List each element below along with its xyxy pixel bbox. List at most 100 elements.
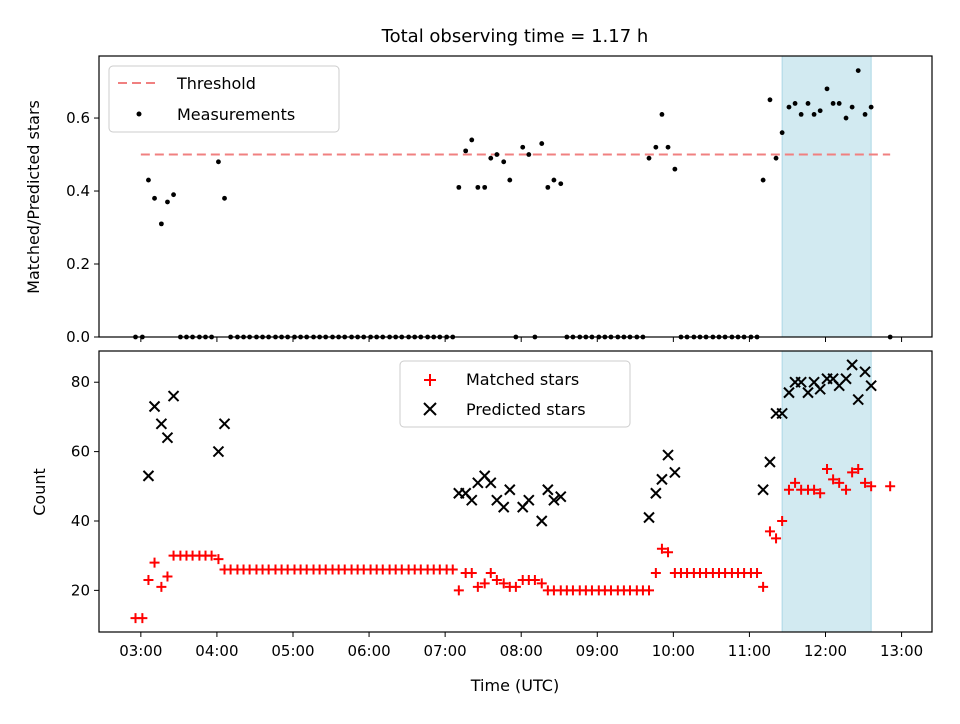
measurement-point [539, 141, 545, 146]
measurement-point [520, 144, 526, 150]
predicted-star-point [498, 501, 510, 513]
predicted-star-point [840, 373, 852, 385]
matched-star-point [143, 574, 154, 585]
matched-star-point [885, 481, 896, 492]
predicted-star-point [643, 511, 655, 524]
x-tick-label: 11:00 [728, 642, 771, 660]
measurement-point [868, 104, 874, 110]
count-panel-highlight [781, 350, 872, 633]
threshold-legend-label: Threshold [176, 74, 256, 93]
measurement-point [767, 97, 773, 103]
x-tick-label: 09:00 [576, 642, 619, 660]
matched-star-point [529, 574, 540, 585]
matched-stars-legend-swatch [424, 374, 436, 386]
predicted-star-point [859, 366, 871, 378]
matched-star-point [853, 463, 864, 474]
measurements-legend-swatch [136, 111, 142, 117]
matched-star-point [447, 564, 458, 575]
matched-stars-points [130, 463, 896, 624]
measurement-point [843, 115, 849, 121]
matched-star-point [453, 585, 464, 596]
predicted-star-point [650, 487, 662, 499]
matched-star-point [479, 578, 490, 589]
ratio-panel-highlight [781, 55, 872, 338]
measurements-legend-label: Measurements [177, 105, 295, 124]
matched-star-point [790, 477, 801, 488]
measurement-point [507, 177, 513, 183]
measurement-point [779, 130, 785, 136]
predicted-star-point [148, 400, 161, 413]
y-tick-label: 0.4 [66, 182, 90, 200]
measurement-point [830, 101, 836, 106]
count-legend-box [399, 360, 631, 428]
matched-star-point [206, 550, 217, 561]
measurement-point [786, 104, 792, 110]
y-tick-label: 0.0 [66, 328, 90, 346]
measurement-point [545, 184, 551, 190]
count-y-axis-ticks: 20 40 60 80 [71, 373, 99, 599]
ratio-legend-box [108, 65, 340, 133]
predicted-star-point [852, 393, 864, 406]
measurement-point [646, 155, 652, 161]
x-tick-label: 05:00 [271, 642, 314, 660]
measurement-point [798, 111, 804, 117]
measurement-point [482, 184, 488, 190]
measurement-point [222, 195, 227, 201]
measurement-point [488, 155, 494, 161]
matched-star-point [656, 543, 667, 554]
matched-star-point [510, 581, 521, 592]
predicted-star-point [776, 407, 788, 420]
matched-star-point [809, 484, 820, 495]
matched-star-point [156, 581, 167, 592]
measurement-point [659, 111, 665, 117]
measurement-point [805, 101, 811, 106]
measurement-point [551, 177, 557, 183]
measurement-point [773, 155, 779, 161]
matched-star-point [828, 474, 839, 485]
measurement-point [158, 221, 164, 227]
predicted-star-point [536, 515, 548, 527]
measurement-point [171, 192, 176, 198]
matched-star-point [771, 533, 782, 544]
y-tick-label: 60 [71, 443, 90, 461]
matched-star-point [860, 477, 871, 488]
x-tick-label: 04:00 [195, 642, 238, 660]
x-axis-label: Time (UTC) [470, 676, 559, 695]
matched-star-point [466, 568, 477, 579]
measurement-point [849, 104, 855, 110]
measurement-point [501, 159, 507, 165]
predicted-stars-legend-swatch [423, 402, 437, 416]
predicted-star-point [865, 379, 877, 392]
count-y-axis-label: Count [30, 468, 49, 516]
measurement-point [216, 159, 221, 165]
matched-star-point [815, 488, 826, 499]
x-tick-label: 13:00 [880, 642, 923, 660]
count-panel-frame [98, 350, 933, 633]
matched-star-point [783, 484, 794, 495]
measurement-point [146, 177, 151, 183]
predicted-star-point [466, 494, 478, 506]
predicted-star-point [669, 466, 681, 479]
matched-star-point [491, 574, 502, 585]
matched-stars-legend-label: Matched stars [466, 370, 579, 389]
measurement-point [665, 144, 671, 150]
matched-star-point [472, 581, 483, 592]
predicted-star-point [814, 383, 826, 395]
predicted-star-point [212, 445, 225, 458]
matched-star-point [663, 547, 674, 558]
measurement-point [855, 68, 861, 73]
matched-star-point [752, 568, 763, 579]
matched-star-point [536, 578, 547, 589]
matched-star-point [822, 463, 833, 474]
matched-star-point [650, 568, 661, 579]
ratio-panel-frame [98, 55, 933, 338]
measurement-point [836, 101, 842, 106]
predicted-stars-legend-label: Predicted stars [466, 400, 586, 419]
matched-star-point [149, 557, 160, 568]
y-tick-label: 0.6 [66, 109, 90, 127]
predicted-star-point [757, 484, 769, 496]
predicted-star-point [161, 432, 174, 444]
matched-star-point [847, 467, 858, 478]
